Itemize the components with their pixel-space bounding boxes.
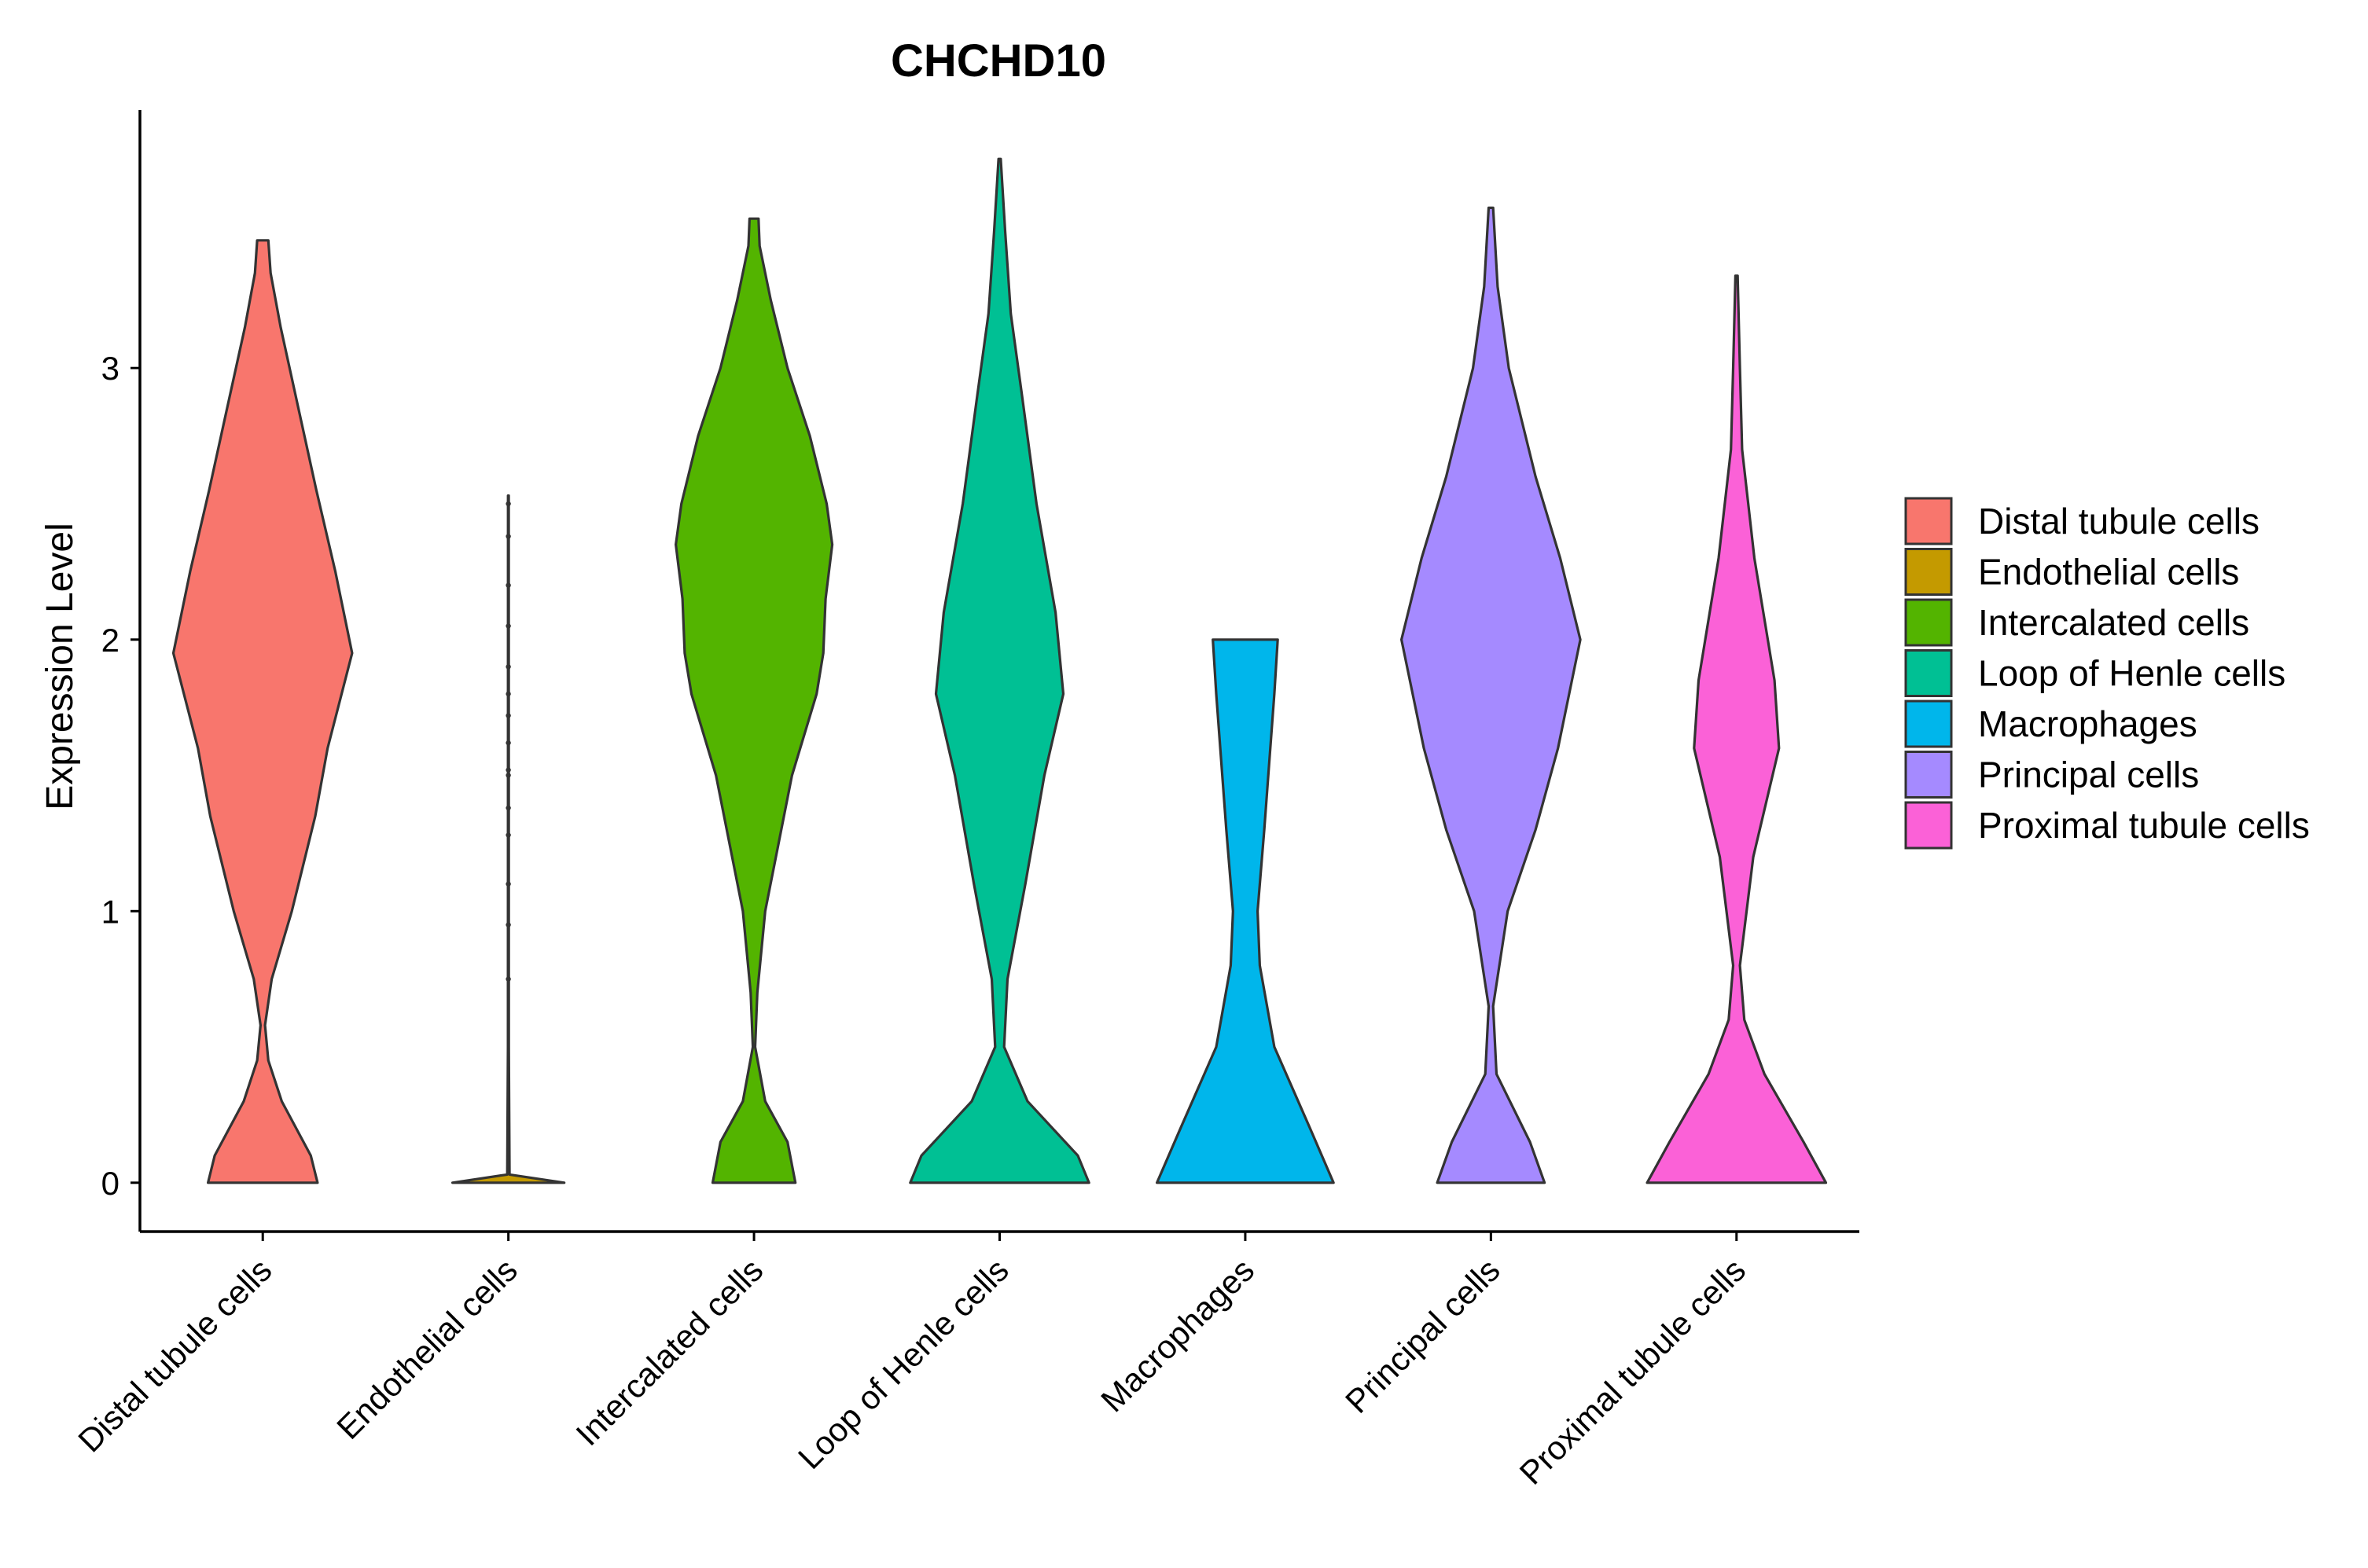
legend-key-endothelial-cells xyxy=(1904,548,1953,596)
legend-label-principal-cells: Principal cells xyxy=(1978,755,2199,795)
data-point xyxy=(506,740,511,746)
x-tick-label-macrophages: Macrophages xyxy=(1094,1251,1261,1419)
x-tick-label-proximal-tubule-cells: Proximal tubule cells xyxy=(1513,1251,1753,1492)
x-tick-label-loop-of-henle-cells: Loop of Henle cells xyxy=(791,1251,1016,1476)
data-point xyxy=(506,805,511,811)
violin-endothelial-cells xyxy=(451,494,566,1184)
x-tick-label-distal-tubule-cells: Distal tubule cells xyxy=(71,1251,278,1459)
data-point xyxy=(506,976,511,982)
data-point xyxy=(506,691,511,697)
y-tick-label: 0 xyxy=(101,1165,120,1202)
chart-title: CHCHD10 xyxy=(891,35,1106,86)
legend-label-endothelial-cells: Endothelial cells xyxy=(1978,552,2239,593)
x-tick-label-principal-cells: Principal cells xyxy=(1338,1251,1507,1420)
legend-key-distal-tubule-cells xyxy=(1904,497,1953,545)
legend: Distal tubule cells Endothelial cells Inte… xyxy=(1904,497,2310,850)
violin-loop-of-henle-cells xyxy=(909,157,1090,1184)
data-point xyxy=(506,534,511,539)
data-point xyxy=(506,664,511,670)
y-tick-label: 1 xyxy=(101,893,120,930)
x-tick-label-intercalated-cells: Intercalated cells xyxy=(568,1251,770,1452)
legend-label-distal-tubule-cells: Distal tubule cells xyxy=(1978,501,2260,542)
legend-label-macrophages: Macrophages xyxy=(1978,703,2197,744)
legend-key-macrophages xyxy=(1904,700,1953,748)
data-point xyxy=(506,582,511,588)
legend-label-intercalated-cells: Intercalated cells xyxy=(1978,602,2249,643)
data-point xyxy=(506,713,511,718)
y-axis-label: Expression Level xyxy=(39,523,81,810)
violin-distal-tubule-cells xyxy=(171,239,354,1184)
y-tick-label: 3 xyxy=(101,350,120,387)
violin-intercalated-cells xyxy=(675,217,834,1184)
data-point xyxy=(506,767,511,773)
legend-label-proximal-tubule-cells: Proximal tubule cells xyxy=(1978,805,2310,846)
violin-layer xyxy=(171,157,1828,1184)
data-point xyxy=(506,623,511,629)
violin-macrophages xyxy=(1156,638,1335,1184)
violin-proximal-tubule-cells xyxy=(1645,274,1828,1184)
data-point xyxy=(506,773,511,778)
data-point xyxy=(506,832,511,838)
data-point xyxy=(506,922,511,927)
data-point xyxy=(506,501,511,507)
violin-principal-cells xyxy=(1400,206,1582,1184)
legend-key-intercalated-cells xyxy=(1904,598,1953,647)
legend-key-principal-cells xyxy=(1904,751,1953,799)
legend-key-proximal-tubule-cells xyxy=(1904,801,1953,850)
legend-key-loop-of-henle-cells xyxy=(1904,649,1953,697)
data-point xyxy=(506,881,511,887)
y-tick-label: 2 xyxy=(101,622,120,659)
legend-label-loop-of-henle-cells: Loop of Henle cells xyxy=(1978,653,2285,694)
x-tick-label-endothelial-cells: Endothelial cells xyxy=(329,1251,524,1446)
